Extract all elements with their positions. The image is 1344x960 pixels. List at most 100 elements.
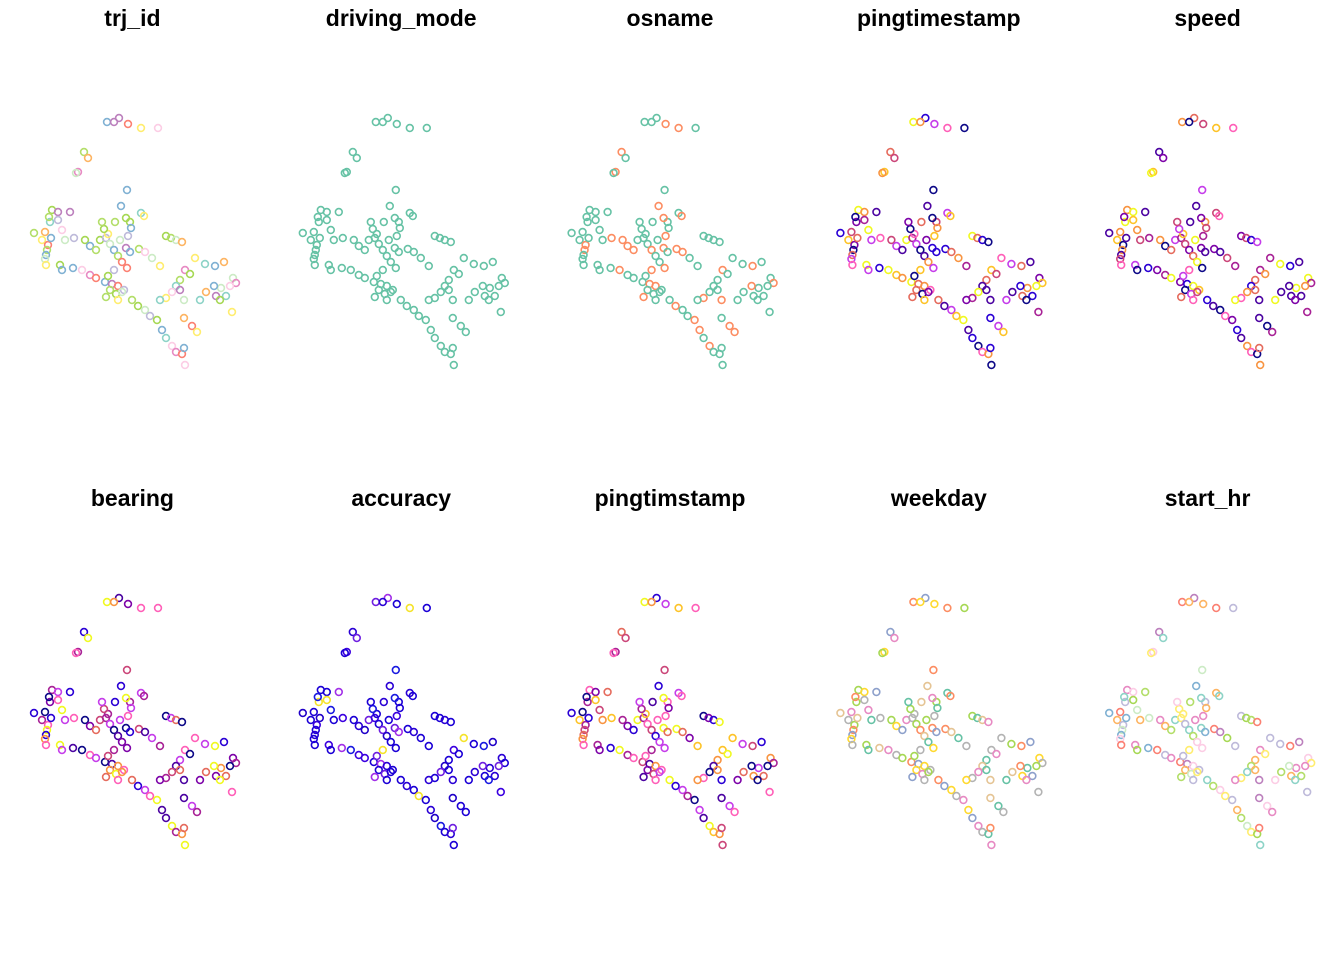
data-point [763, 281, 772, 291]
data-point [933, 223, 942, 233]
data-point [1230, 295, 1240, 305]
data-point [678, 305, 687, 315]
data-point [908, 713, 917, 723]
data-point [395, 223, 404, 233]
data-point [637, 224, 646, 234]
data-point [1228, 123, 1238, 133]
data-point [1192, 737, 1202, 747]
data-point [41, 740, 51, 750]
data-point [924, 257, 933, 267]
data-point [1232, 325, 1242, 335]
data-point [44, 692, 54, 702]
data-point [1296, 771, 1306, 781]
data-point [1152, 265, 1162, 275]
data-point [635, 217, 644, 227]
data-point [1017, 261, 1026, 271]
data-point [848, 740, 857, 750]
data-point [409, 247, 418, 257]
data-point [147, 253, 157, 263]
data-point [105, 239, 115, 249]
data-point [677, 691, 686, 701]
data-point [219, 257, 229, 267]
data-point [578, 227, 587, 237]
data-point [378, 117, 387, 127]
data-point [593, 740, 602, 750]
data-point [180, 840, 190, 850]
data-point [379, 217, 388, 227]
data-point [992, 269, 1001, 279]
data-point [691, 123, 700, 133]
panel-title: accuracy [351, 485, 451, 511]
data-point [1140, 687, 1150, 697]
data-point [1185, 697, 1195, 707]
data-point [322, 687, 331, 697]
data-point [1121, 233, 1131, 243]
data-point [386, 737, 395, 747]
data-point [55, 260, 65, 270]
data-point [654, 201, 663, 211]
data-point [715, 717, 724, 727]
data-point [1028, 771, 1037, 781]
data-point [1007, 259, 1016, 269]
data-point [1194, 285, 1204, 295]
data-point [968, 333, 977, 343]
data-point [717, 775, 726, 785]
data-point [640, 597, 649, 607]
data-point [409, 785, 418, 795]
data-point [459, 253, 468, 263]
data-point [91, 725, 101, 735]
data-point [730, 807, 739, 817]
data-point [448, 343, 457, 353]
data-point [312, 240, 321, 250]
data-point [485, 763, 494, 773]
data-point [648, 217, 657, 227]
data-point [1260, 269, 1270, 279]
data-point [430, 333, 439, 343]
data-point [1135, 715, 1145, 725]
data-point [109, 245, 119, 255]
data-point [140, 247, 150, 257]
data-point [216, 283, 226, 293]
data-point [1034, 787, 1043, 797]
data-point [878, 648, 887, 658]
data-point [368, 224, 377, 234]
data-point [757, 737, 766, 747]
data-point [929, 185, 938, 195]
data-point [448, 313, 457, 323]
data-point [653, 715, 662, 725]
data-point [309, 227, 318, 237]
data-point [394, 727, 403, 737]
data-point [1250, 275, 1260, 285]
data-point [1270, 775, 1280, 785]
data-point [175, 285, 185, 295]
data-point [326, 705, 335, 715]
data-point [1143, 743, 1153, 753]
data-point [69, 233, 79, 243]
data-point [195, 775, 205, 785]
data-point [852, 697, 861, 707]
data-point [1196, 213, 1206, 223]
data-point [659, 243, 668, 253]
data-point [906, 704, 915, 714]
data-point [725, 801, 734, 811]
data-point [157, 805, 167, 815]
data-point [1242, 767, 1252, 777]
data-point [693, 261, 702, 271]
data-point [127, 775, 137, 785]
data-point [155, 295, 165, 305]
data-point [71, 168, 81, 178]
data-point [922, 715, 931, 725]
data-point [1022, 295, 1031, 305]
data-point [125, 247, 135, 257]
data-point [496, 787, 505, 797]
data-point [1172, 697, 1182, 707]
data-point [860, 687, 869, 697]
panel-title: speed [1174, 5, 1240, 31]
data-point [210, 741, 220, 751]
data-point [1202, 295, 1212, 305]
data-point [987, 840, 996, 850]
data-point [593, 260, 602, 270]
data-point [934, 775, 943, 785]
data-point [68, 263, 78, 273]
data-point [640, 117, 649, 127]
